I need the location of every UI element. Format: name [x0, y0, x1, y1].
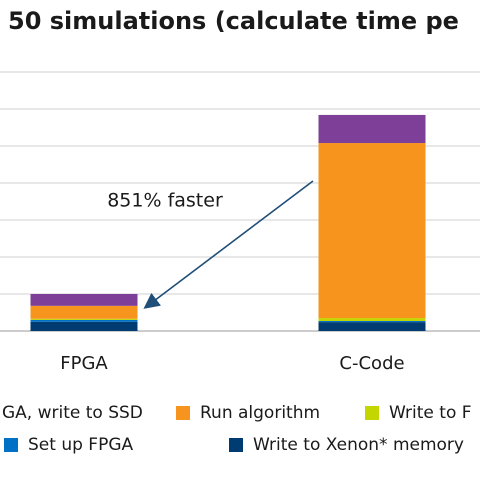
bar-segment: [30, 318, 138, 320]
bar-segment: [30, 305, 138, 319]
bar-segment: [318, 321, 426, 323]
legend-swatch: [365, 406, 379, 420]
legend-swatch: [229, 438, 243, 452]
legend-label: GA, write to SSD: [2, 403, 143, 423]
bar-segment: [318, 318, 426, 322]
bar-segment: [318, 322, 426, 331]
legend-label: Run algorithm: [200, 403, 320, 423]
x-tick-label: C-Code: [339, 353, 404, 374]
annotation: 851% faster: [107, 190, 223, 212]
chart-title: 50 simulations (calculate time pe: [8, 7, 459, 35]
legend-swatch: [176, 406, 190, 420]
x-tick-label: FPGA: [60, 353, 108, 374]
bar-segment: [318, 114, 426, 144]
bar-segment: [30, 294, 138, 306]
legend-swatch: [4, 438, 18, 452]
legend-label: Set up FPGA: [28, 435, 133, 455]
legend-label: Write to Xenon* memory: [253, 435, 464, 455]
bar-segment: [30, 321, 138, 331]
bar-segment: [30, 319, 138, 322]
annotation-arrow: [143, 180, 314, 309]
bar-segment: [318, 143, 426, 319]
legend-label: Write to F: [389, 403, 472, 423]
